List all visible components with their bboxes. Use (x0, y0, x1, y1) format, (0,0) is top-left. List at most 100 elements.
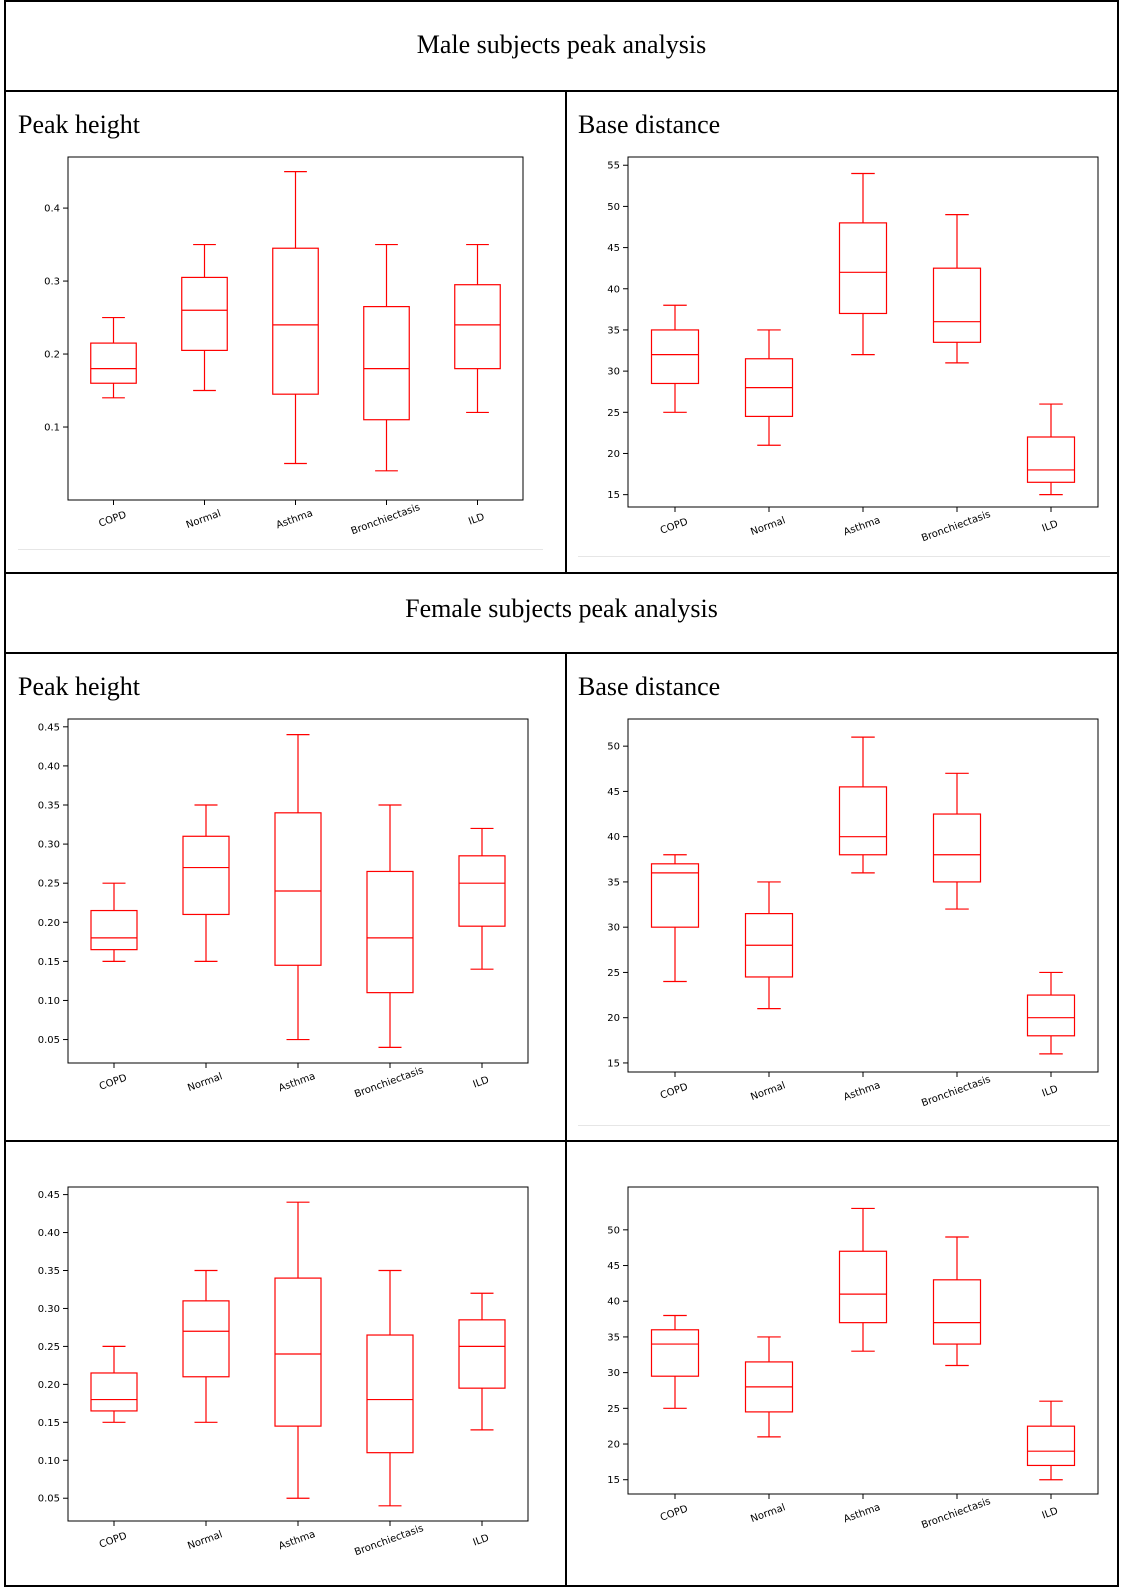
row-divider (4, 652, 1119, 654)
y-tick-label: 0.1 (44, 423, 60, 434)
iqr-box (181, 276, 228, 351)
y-tick-label: 30 (607, 1368, 620, 1379)
box-ild (454, 243, 501, 414)
y-tick-label: 0.15 (38, 1418, 60, 1429)
box-normal (744, 881, 794, 1010)
box-ild (1026, 403, 1076, 496)
y-tick-label: 0.45 (38, 1190, 60, 1201)
iqr-box (182, 1300, 230, 1378)
x-tick-label: Normal (749, 1502, 787, 1525)
box-normal (744, 329, 794, 446)
iqr-box (1026, 436, 1076, 483)
y-tick-label: 45 (607, 243, 620, 254)
female-peak-height-chart: 0.05 0.10 0.15 0.20 0.25 0.30 0.35 0.40 0.45 COPD… (38, 718, 529, 1100)
y-tick-label: 0.35 (38, 801, 60, 812)
box-asthma (272, 170, 319, 465)
box-asthma (274, 1201, 322, 1499)
y-tick-label: 0.15 (38, 957, 60, 968)
screenshot-edge-line (18, 549, 543, 550)
box-bronchiectasis (932, 214, 982, 364)
male-base-distance-chart: 15 20 25 30 35 40 45 50 55 COPD Normal Asthma Bronch… (607, 156, 1099, 544)
iqr-box (363, 306, 410, 421)
x-tick-label: Asthma (842, 1080, 882, 1103)
male-peak-height-label: Peak height (18, 110, 141, 139)
box-normal (182, 804, 230, 962)
y-tick-label: 20 (607, 449, 620, 460)
box-ild (1026, 971, 1076, 1055)
iqr-box (932, 267, 982, 343)
y-tick-label: 50 (607, 742, 620, 753)
y-tick-label: 0.20 (38, 1380, 60, 1391)
screenshot-edge-line (578, 1125, 1110, 1126)
column-divider (565, 652, 567, 1587)
female-section-title: Female subjects peak analysis (405, 594, 718, 623)
iqr-box (932, 813, 982, 883)
iqr-box (838, 222, 888, 315)
iqr-box (90, 342, 137, 384)
x-tick-label: COPD (659, 1081, 690, 1101)
y-tick-label: 0.30 (38, 1304, 60, 1315)
y-tick-label: 0.35 (38, 1266, 60, 1277)
y-tick-label: 20 (607, 1013, 620, 1024)
y-tick-label: 0.10 (38, 1456, 60, 1467)
box-copd (650, 854, 700, 983)
y-tick-label: 0.2 (44, 350, 60, 361)
y-tick-label: 15 (607, 490, 620, 501)
x-tick-label: Bronchiectasis (920, 509, 992, 544)
box-copd (90, 1345, 138, 1423)
column-divider (565, 90, 567, 572)
box-bronchiectasis (932, 1236, 982, 1367)
x-tick-label: Asthma (275, 508, 315, 531)
y-tick-label: 0.30 (38, 840, 60, 851)
x-tick-label: Bronchiectasis (920, 1496, 992, 1531)
screenshot-edge-line (578, 556, 1110, 557)
x-tick-label: ILD (1041, 1506, 1060, 1522)
box-bronchiectasis (366, 804, 414, 1048)
extra-base-distance-chart: 15 20 25 30 35 40 45 50 COPD Normal Asthma Bronchie… (607, 1186, 1099, 1531)
y-tick-label: 0.25 (38, 879, 60, 890)
y-tick-label: 25 (607, 1404, 620, 1415)
x-tick-label: COPD (659, 516, 690, 536)
box-copd (650, 1314, 700, 1409)
y-tick-label: 35 (607, 877, 620, 888)
iqr-box (454, 284, 501, 370)
y-tick-label: 0.4 (44, 204, 60, 215)
female-base-distance-label: Base distance (578, 672, 721, 701)
box-copd (90, 316, 137, 399)
iqr-box (650, 863, 700, 928)
male-section-title: Male subjects peak analysis (416, 30, 707, 59)
y-tick-label: 0.40 (38, 761, 60, 772)
table-frame (4, 0, 1119, 1587)
x-tick-label: Bronchiectasis (920, 1074, 992, 1109)
y-tick-label: 0.3 (44, 277, 60, 288)
y-tick-label: 15 (607, 1058, 620, 1069)
box-asthma (838, 172, 888, 356)
x-tick-label: COPD (97, 509, 128, 529)
y-tick-label: 40 (607, 284, 620, 295)
box-normal (182, 1269, 230, 1423)
iqr-box (182, 835, 230, 916)
x-tick-label: Asthma (277, 1071, 317, 1094)
y-tick-label: 40 (607, 1297, 620, 1308)
x-tick-label: Asthma (277, 1529, 317, 1552)
iqr-box (90, 909, 138, 951)
y-tick-label: 30 (607, 923, 620, 934)
extra-peak-height-chart: 0.05 0.10 0.15 0.20 0.25 0.30 0.35 0.40 0.45 COPD… (38, 1186, 529, 1558)
y-tick-label: 0.45 (38, 722, 60, 733)
y-tick-label: 55 (607, 161, 620, 172)
x-tick-label: Normal (186, 1529, 224, 1552)
y-tick-label: 35 (607, 325, 620, 336)
y-tick-label: 25 (607, 408, 620, 419)
y-tick-label: 45 (607, 1261, 620, 1272)
box-bronchiectasis (366, 1269, 414, 1507)
y-tick-label: 0.25 (38, 1342, 60, 1353)
box-bronchiectasis (932, 772, 982, 910)
y-tick-label: 15 (607, 1475, 620, 1486)
y-tick-label: 30 (607, 367, 620, 378)
x-tick-label: COPD (98, 1530, 129, 1550)
x-tick-label: ILD (1041, 519, 1060, 535)
x-tick-label: Asthma (842, 1502, 882, 1525)
x-tick-label: Asthma (842, 515, 882, 538)
iqr-box (458, 1319, 506, 1389)
